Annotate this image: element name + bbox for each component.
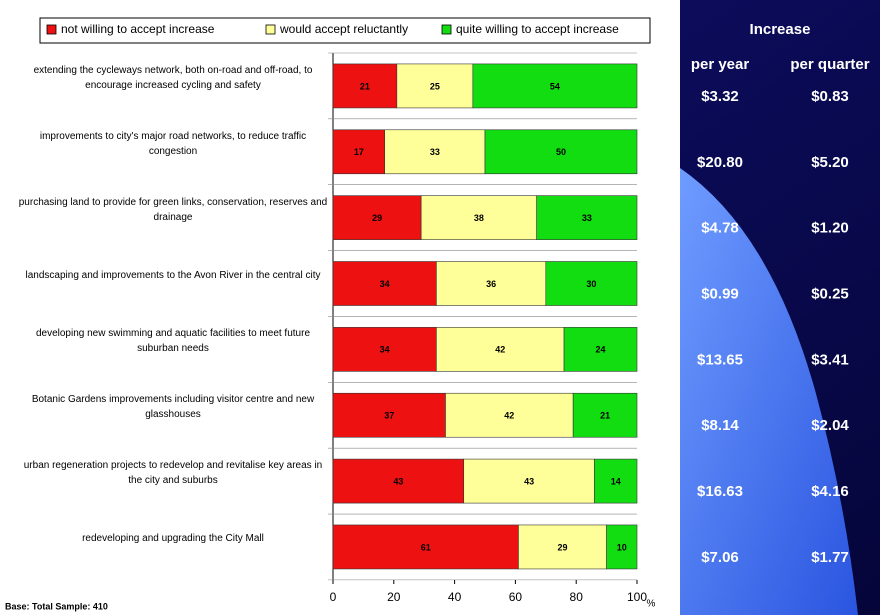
bar-segment <box>518 524 607 570</box>
data-label: 29 <box>558 542 568 552</box>
table-cell: $1.77 <box>811 549 849 566</box>
data-label: 34 <box>380 345 390 355</box>
x-tick-label: 100 <box>627 590 647 604</box>
bar-segment <box>563 327 638 372</box>
bar-segment <box>484 129 638 175</box>
bar-segment <box>445 392 574 438</box>
data-label: 42 <box>495 345 505 355</box>
table-cell: $8.14 <box>701 417 739 434</box>
data-label: 33 <box>582 213 592 223</box>
table-cell: $5.20 <box>811 154 849 171</box>
table-cell: $20.80 <box>697 154 743 171</box>
table-cell: $16.63 <box>697 483 743 500</box>
bar-segment <box>332 327 437 372</box>
legend-swatch <box>265 24 276 35</box>
data-label: 42 <box>504 411 514 421</box>
bar-segment <box>396 63 474 109</box>
bar-segment <box>384 129 486 175</box>
bar-segment <box>420 195 537 240</box>
bar-segment <box>332 129 385 175</box>
category-label: redeveloping and upgrading the City Mall <box>82 533 264 545</box>
legend-swatch <box>46 24 57 35</box>
bar-segment <box>536 195 638 240</box>
table-cell: $3.41 <box>811 351 849 368</box>
data-label: 34 <box>380 279 390 289</box>
table-column-header: per quarter <box>790 56 869 73</box>
table-cell: $13.65 <box>697 351 743 368</box>
category-label: purchasing land to provide for green lin… <box>18 196 328 223</box>
data-label: 21 <box>600 411 610 421</box>
legend-box <box>39 17 651 44</box>
bar-segment <box>594 458 638 504</box>
x-tick-label: 0 <box>330 590 337 604</box>
data-label: 43 <box>393 476 403 486</box>
data-label: 61 <box>421 542 431 552</box>
table-cell: $3.32 <box>701 88 739 105</box>
data-label: 14 <box>611 476 621 486</box>
x-tick-label: 40 <box>448 590 462 604</box>
bar-segment <box>332 195 422 240</box>
data-label: 38 <box>474 213 484 223</box>
table-title: Increase <box>750 21 811 38</box>
data-label: 25 <box>430 81 440 91</box>
data-label: 21 <box>360 81 370 91</box>
bar-segment <box>472 63 638 109</box>
data-label: 24 <box>596 345 606 355</box>
bar-segment <box>332 392 446 438</box>
table-cell: $0.99 <box>701 285 739 302</box>
data-label: 50 <box>556 147 566 157</box>
bar-segment <box>572 392 638 438</box>
x-tick-label: 60 <box>509 590 523 604</box>
data-label: 43 <box>524 476 534 486</box>
table-cell: $2.04 <box>811 417 849 434</box>
data-label: 54 <box>550 81 560 91</box>
table-cell: $4.78 <box>701 220 739 237</box>
bar-segment <box>332 458 465 504</box>
category-label: extending the cycleways network, both on… <box>33 64 313 91</box>
category-label: improvements to city's major road networ… <box>39 130 307 157</box>
legend-label: not willing to accept increase <box>61 22 215 36</box>
bar-segment <box>436 327 565 372</box>
bar-segment <box>606 524 638 570</box>
category-label: Botanic Gardens improvements including v… <box>31 394 315 421</box>
table-cell: $0.83 <box>811 88 849 105</box>
data-label: 29 <box>372 213 382 223</box>
x-tick-label: 20 <box>387 590 401 604</box>
legend-swatch <box>441 24 452 35</box>
category-label: developing new swimming and aquatic faci… <box>35 328 311 355</box>
bar-segment <box>463 458 595 504</box>
data-label: 36 <box>486 279 496 289</box>
category-label: urban regeneration projects to redevelop… <box>23 460 323 487</box>
data-label: 37 <box>384 411 394 421</box>
data-label: 30 <box>586 279 596 289</box>
legend-label: would accept reluctantly <box>279 22 408 36</box>
data-label: 10 <box>617 542 627 552</box>
table-cell: $0.25 <box>811 285 849 302</box>
bar-segment <box>545 261 638 306</box>
x-axis-label: % <box>647 599 656 610</box>
table-cell: $4.16 <box>811 483 849 500</box>
bar-segment <box>332 261 437 306</box>
legend-label: quite willing to accept increase <box>456 22 619 36</box>
category-label: landscaping and improvements to the Avon… <box>25 270 321 281</box>
swoosh <box>680 168 858 615</box>
table-cell: $1.20 <box>811 220 849 237</box>
bar-segment <box>436 261 547 306</box>
data-label: 33 <box>430 147 440 157</box>
table-column-header: per year <box>691 56 750 73</box>
data-label: 17 <box>354 147 364 157</box>
table-cell: $7.06 <box>701 549 739 566</box>
footnote: Base: Total Sample: 410 <box>5 601 108 611</box>
x-tick-label: 80 <box>570 590 584 604</box>
